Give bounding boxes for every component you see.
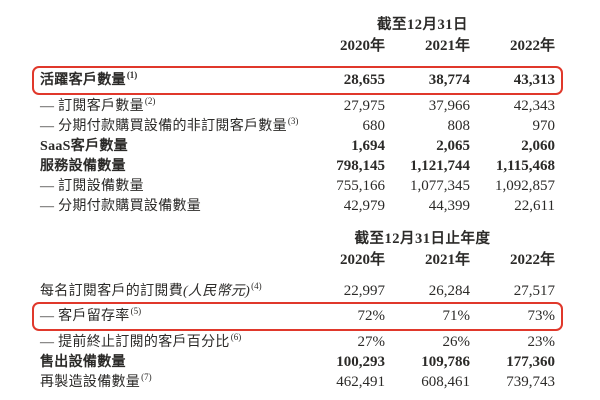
row-label: — 訂閱設備數量 (40, 179, 144, 194)
value-cell: 42,979 (343, 198, 385, 214)
table2-period-header-row: 截至12月31日止年度 (40, 231, 555, 247)
value-cell: 755,166 (336, 178, 385, 194)
value-cell: 27,517 (513, 283, 555, 299)
table-row: — 訂閱設備數量 755,166 1,077,345 1,092,857 (40, 177, 555, 197)
value-cell: 2,065 (436, 138, 470, 154)
table-row: 服務設備數量 798,145 1,121,744 1,115,468 (40, 157, 555, 177)
table1-body: 活躍客戶數量(1) 28,655 38,774 43,313 — 訂閱客戶數量(2) 27… (32, 66, 563, 217)
table-row: — 分期付款購買設備的非訂閱客戶數量(3) 680 808 970 (40, 117, 555, 137)
table2-label-column-spacer (40, 252, 300, 269)
table2-year-2022: 2022年 (509, 252, 555, 268)
table1-year-2020: 2020年 (339, 38, 385, 54)
table1-year-2021: 2021年 (424, 38, 470, 54)
row-label: 服務設備數量 (40, 159, 126, 174)
table2-period-header: 截至12月31日止年度 (354, 231, 491, 247)
row-label: SaaS客戶數量 (40, 139, 128, 154)
value-cell: 38,774 (428, 72, 470, 88)
value-cell: 26% (442, 334, 471, 350)
row-label: 再製造設備數量(7) (40, 372, 152, 390)
table1-year-2022: 2022年 (509, 38, 555, 54)
table-subscription-metrics: 截至12月31日止年度 2020年 2021年 2022年 每名訂閱客戶的訂閱費… (32, 231, 563, 393)
row-label: — 訂閱客戶數量(2) (40, 96, 156, 114)
value-cell: 43,313 (513, 72, 555, 88)
row-label: — 分期付款購買設備的非訂閱客戶數量(3) (40, 116, 299, 134)
row-label: 每名訂閱客戶的訂閱費(人民幣元)(4) (40, 281, 262, 299)
value-cell: 27% (357, 334, 386, 350)
value-cell: 23% (527, 334, 556, 350)
value-cell: 177,360 (506, 354, 555, 370)
value-cell: 109,786 (421, 354, 470, 370)
highlighted-table-row: — 客戶留存率(5) 72% 71% 73% (32, 302, 563, 331)
table2-body: 每名訂閱客戶的訂閱費(人民幣元)(4) 22,997 26,284 27,517 — 客… (32, 282, 563, 393)
value-cell: 1,115,468 (495, 158, 555, 174)
value-cell: 739,743 (506, 374, 555, 390)
value-cell: 608,461 (421, 374, 470, 390)
value-cell: 73% (527, 308, 556, 324)
table1-label-column-spacer (40, 38, 300, 55)
value-cell: 808 (447, 118, 471, 134)
table1-year-header-row: 2020年 2021年 2022年 (40, 38, 555, 55)
table-row: 售出設備數量 100,293 109,786 177,360 (40, 353, 555, 373)
table-row: 再製造設備數量(7) 462,491 608,461 739,743 (40, 373, 555, 393)
value-cell: 22,997 (343, 283, 385, 299)
value-cell: 71% (442, 308, 471, 324)
value-cell: 970 (532, 118, 556, 134)
value-cell: 462,491 (336, 374, 385, 390)
value-cell: 44,399 (428, 198, 470, 214)
table-customer-metrics: 截至12月31日 2020年 2021年 2022年 活躍客戶數量(1) 28,6… (32, 17, 563, 217)
value-cell: 1,092,857 (495, 178, 555, 194)
value-cell: 27,975 (343, 98, 385, 114)
table2-year-2020: 2020年 (339, 252, 385, 268)
value-cell: 1,694 (351, 138, 385, 154)
table-row: — 訂閱客戶數量(2) 27,975 37,966 42,343 (40, 97, 555, 117)
value-cell: 22,611 (514, 198, 555, 214)
row-label: — 客戶留存率(5) (40, 306, 142, 324)
table-row: 每名訂閱客戶的訂閱費(人民幣元)(4) 22,997 26,284 27,517 (40, 282, 555, 302)
value-cell: 26,284 (428, 283, 470, 299)
highlighted-table-row: 活躍客戶數量(1) 28,655 38,774 43,313 (32, 66, 563, 95)
table-row: — 提前終止訂閱的客戶百分比(6) 27% 26% 23% (40, 333, 555, 353)
value-cell: 42,343 (513, 98, 555, 114)
table1-period-header: 截至12月31日 (377, 17, 468, 33)
value-cell: 28,655 (343, 72, 385, 88)
table-row: SaaS客戶數量 1,694 2,065 2,060 (40, 137, 555, 157)
row-label: — 分期付款購買設備數量 (40, 199, 202, 214)
value-cell: 37,966 (428, 98, 470, 114)
table2-year-2021: 2021年 (424, 252, 470, 268)
value-cell: 1,121,744 (410, 158, 470, 174)
value-cell: 72% (357, 308, 386, 324)
value-cell: 2,060 (521, 138, 555, 154)
value-cell: 798,145 (336, 158, 385, 174)
table-row: — 分期付款購買設備數量 42,979 44,399 22,611 (40, 197, 555, 217)
table1-period-header-row: 截至12月31日 (40, 17, 555, 33)
value-cell: 1,077,345 (410, 178, 470, 194)
row-label: 活躍客戶數量(1) (40, 70, 138, 88)
table2-year-header-row: 2020年 2021年 2022年 (40, 252, 555, 269)
row-label: — 提前終止訂閱的客戶百分比(6) (40, 332, 242, 350)
value-cell: 680 (362, 118, 386, 134)
value-cell: 100,293 (336, 354, 385, 370)
row-label: 售出設備數量 (40, 355, 126, 370)
